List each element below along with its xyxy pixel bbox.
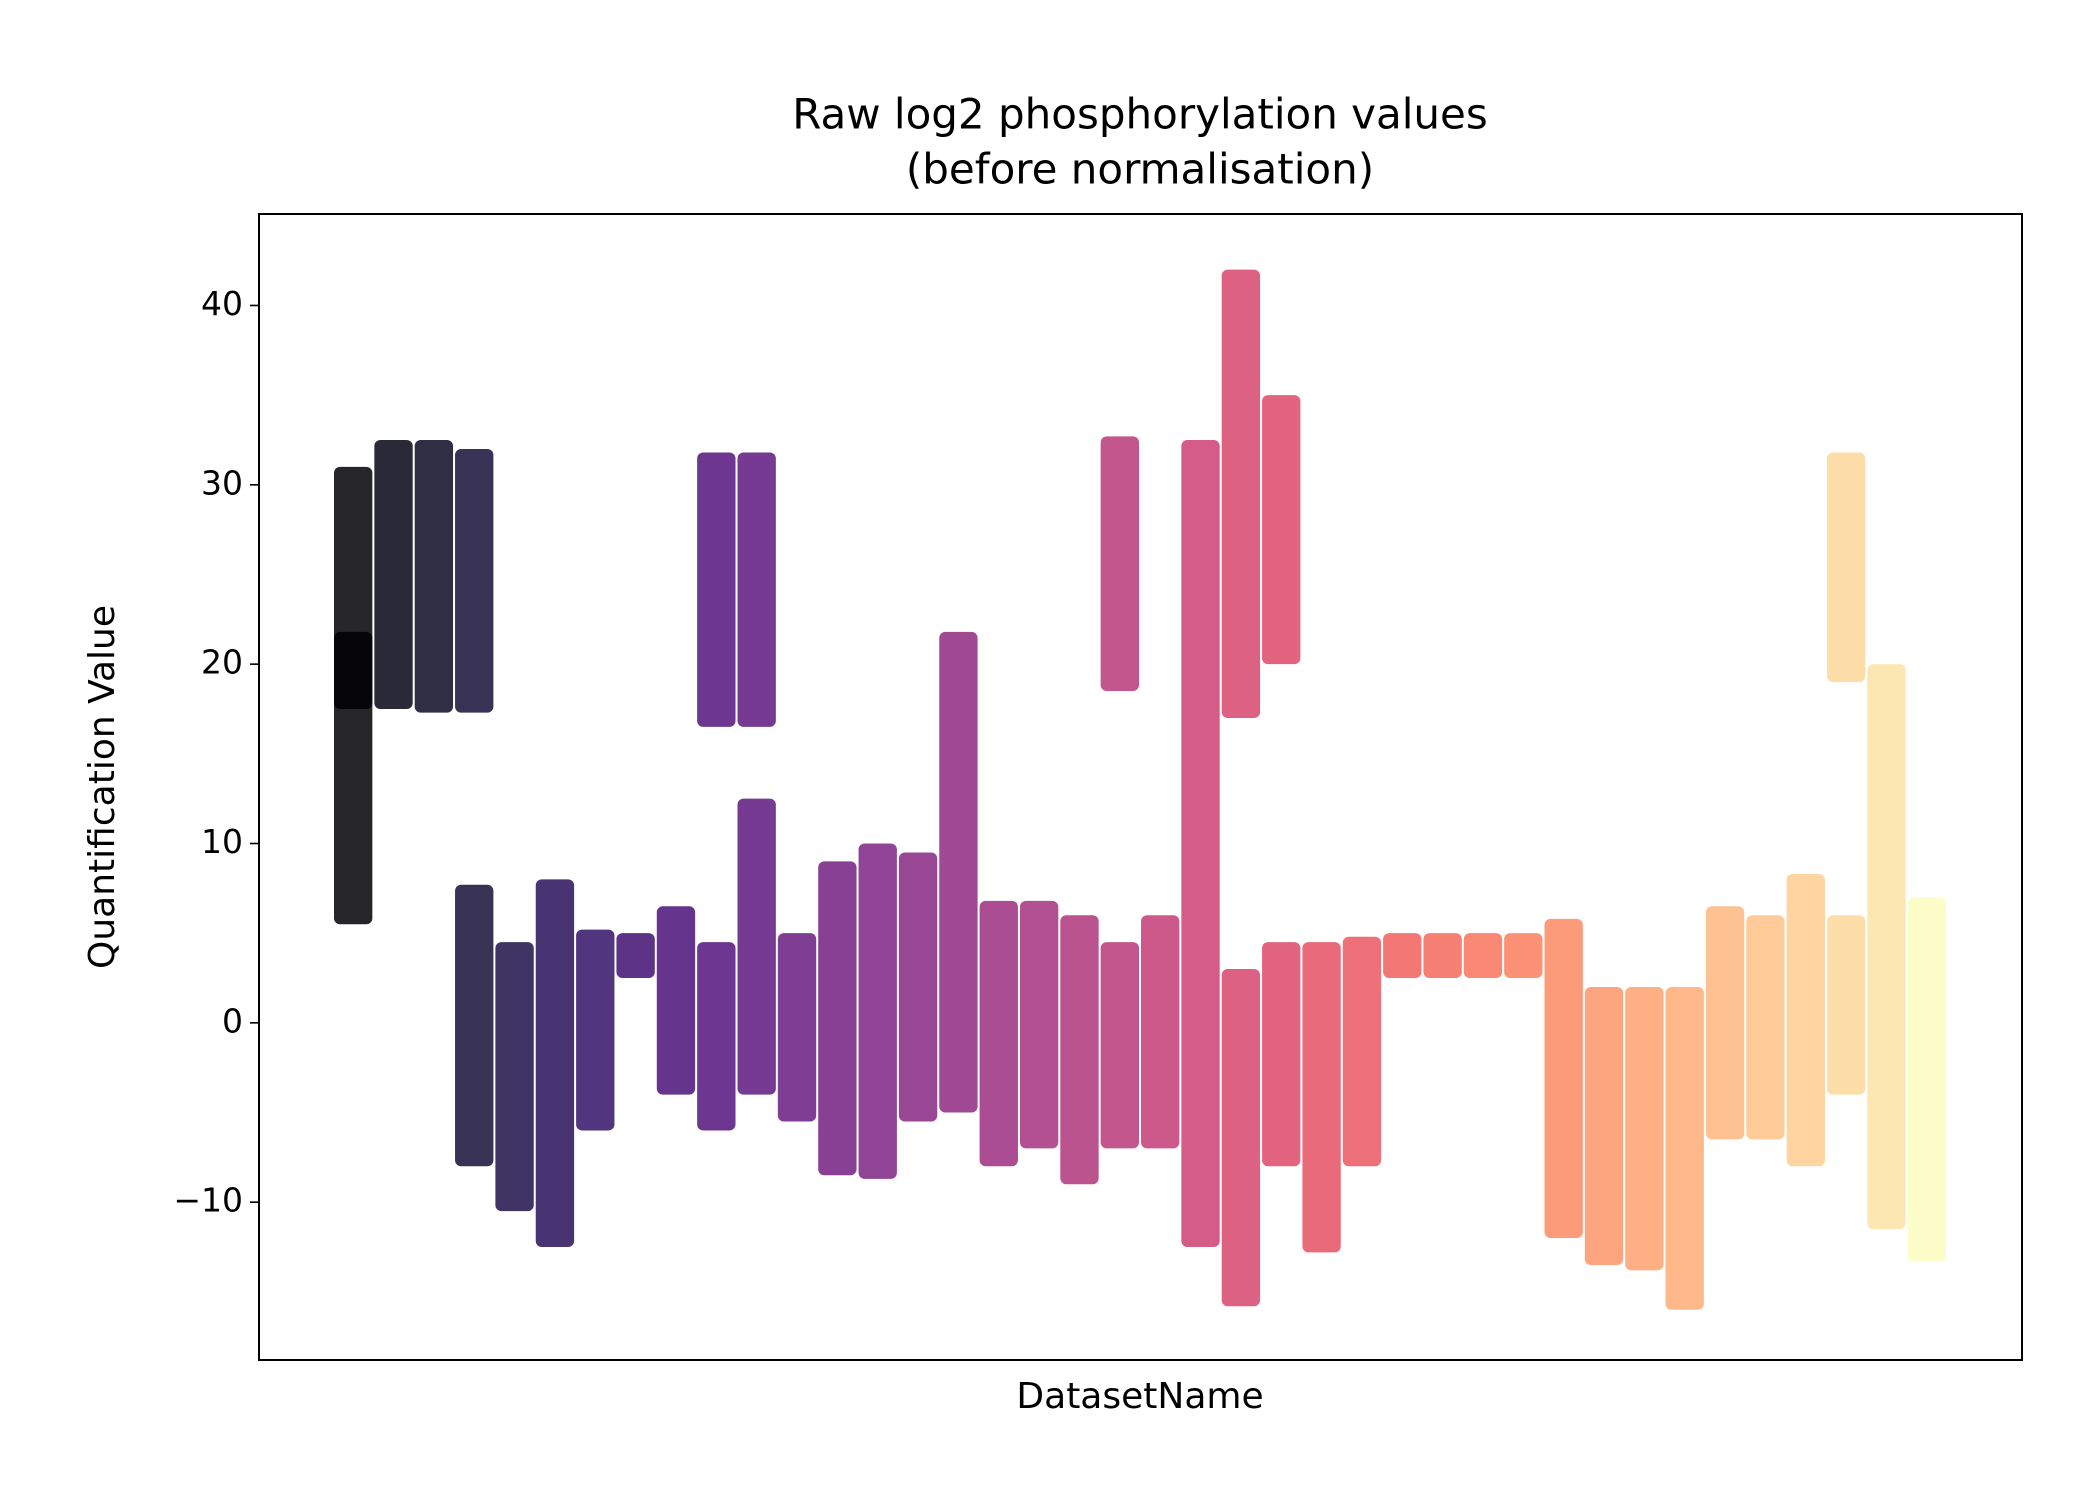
range-strip: [1463, 933, 1503, 978]
range-strip: [1826, 452, 1866, 683]
range-strip: [1544, 918, 1583, 1239]
range-strip: [1221, 269, 1261, 718]
y-tick-label: 20: [201, 643, 243, 682]
range-strip: [1302, 942, 1341, 1253]
range-strip: [1100, 436, 1139, 692]
range-strip: [1584, 986, 1624, 1265]
range-strip: [1262, 395, 1301, 665]
range-strip: [1665, 986, 1704, 1310]
range-strip: [1826, 915, 1866, 1095]
range-strip: [535, 879, 575, 1248]
range-strip: [1705, 906, 1745, 1140]
range-strip: [1504, 933, 1543, 978]
range-strip: [737, 798, 776, 1095]
y-axis-label: Quantification Value: [82, 605, 123, 969]
chart-title: Raw log2 phosphorylation values: [792, 90, 1488, 139]
range-strip: [576, 929, 615, 1131]
range-strip: [1625, 986, 1664, 1271]
range-strip: [939, 631, 978, 1113]
y-tick-label: −10: [173, 1181, 243, 1220]
range-strip: [818, 861, 857, 1176]
range-strip: [1867, 664, 1906, 1230]
range-strip: [495, 942, 534, 1212]
range-strip: [1342, 936, 1382, 1167]
range-strip: [898, 852, 938, 1122]
range-strip: [1907, 897, 1946, 1262]
range-strip: [414, 439, 454, 713]
range-strip: [656, 906, 696, 1095]
range-strip: [1181, 439, 1220, 1248]
plot-frame: [258, 213, 2023, 1361]
range-strip: [455, 448, 494, 713]
range-strip: [1100, 942, 1139, 1149]
range-strip: [979, 900, 1018, 1167]
range-strip: [1262, 942, 1301, 1167]
range-strip: [697, 942, 736, 1131]
range-strip: [1423, 933, 1462, 978]
range-strip: [374, 439, 413, 709]
range-strip: [1383, 933, 1422, 978]
range-strip: [697, 452, 736, 727]
range-strip: [1746, 915, 1785, 1140]
y-tick-label: 30: [201, 463, 243, 502]
range-strip: [334, 466, 373, 709]
range-strip: [858, 843, 897, 1179]
y-tick-label: 10: [201, 822, 243, 861]
range-strip: [1019, 900, 1059, 1149]
chart-subtitle: (before normalisation): [906, 145, 1374, 194]
range-strip: [737, 452, 776, 727]
range-strip: [777, 933, 817, 1122]
x-axis-label: DatasetName: [1016, 1376, 1263, 1417]
range-strip: [1786, 873, 1825, 1167]
range-strip: [1141, 915, 1180, 1149]
y-tick-label: 40: [201, 284, 243, 323]
range-strip: [1221, 969, 1261, 1307]
range-strip: [616, 933, 655, 978]
y-tick-label: 0: [222, 1001, 243, 1040]
range-strip: [455, 884, 494, 1167]
range-strip: [1060, 915, 1099, 1185]
